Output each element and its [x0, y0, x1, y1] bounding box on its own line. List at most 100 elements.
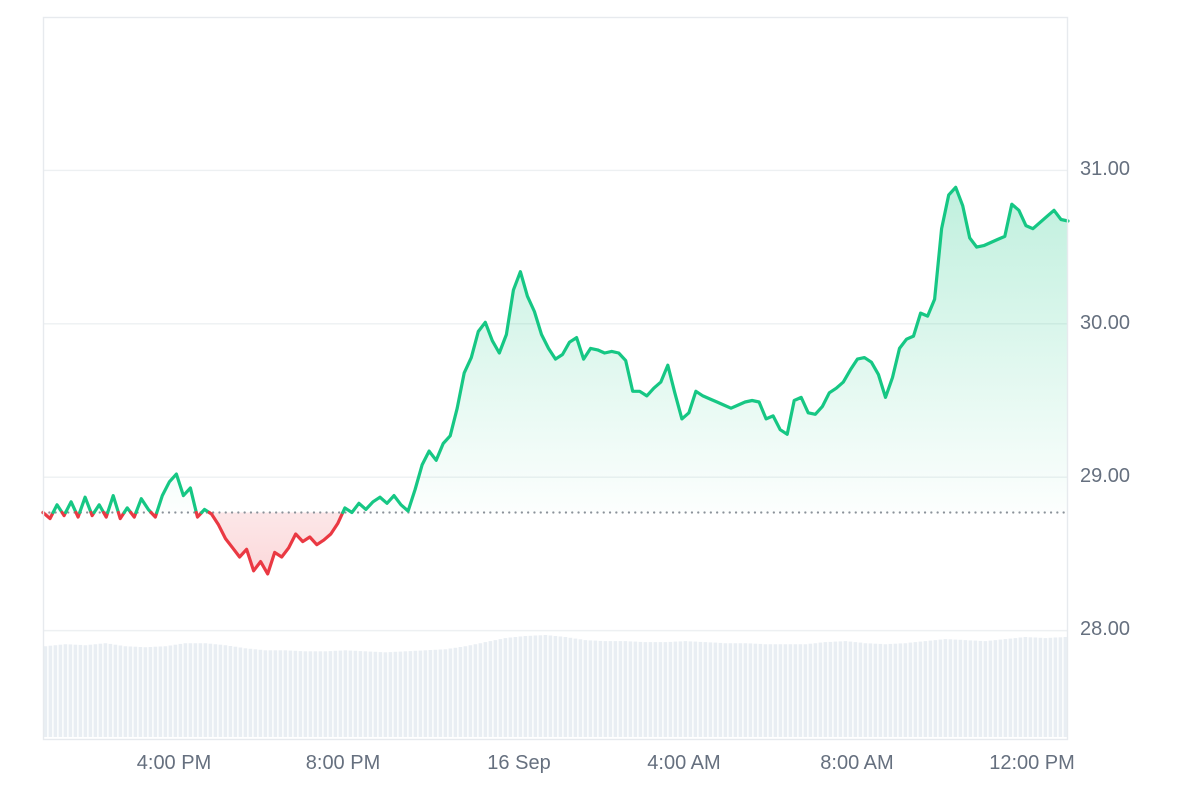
volume-bar	[648, 642, 653, 737]
volume-bar	[598, 640, 603, 737]
volume-bar	[1048, 637, 1053, 737]
volume-bar	[758, 643, 763, 737]
volume-bar	[248, 648, 253, 737]
volume-bar	[538, 635, 543, 737]
volume-bar	[618, 641, 623, 737]
volume-bar	[873, 643, 878, 737]
volume-bar	[123, 646, 128, 737]
volume-bar	[443, 649, 448, 737]
volume-bar	[973, 640, 978, 737]
volume-bar	[253, 649, 258, 737]
y-axis-tick-label: 29.00	[1080, 465, 1131, 487]
volume-bar	[1028, 637, 1033, 737]
volume-bar	[473, 644, 478, 737]
volume-bar	[113, 644, 118, 737]
volume-bar	[438, 649, 443, 737]
volume-bar	[1058, 637, 1063, 737]
volume-bar	[93, 644, 98, 737]
volume-bar	[763, 644, 768, 737]
volume-bar	[908, 642, 913, 737]
volume-bar	[448, 648, 453, 737]
volume-bar	[968, 640, 973, 737]
volume-bar	[1063, 637, 1068, 737]
volume-bar	[953, 639, 958, 737]
volume-bar	[258, 649, 263, 737]
volume-bar	[843, 641, 848, 737]
volume-bar	[273, 650, 278, 737]
volume-bar	[883, 644, 888, 737]
volume-bar	[383, 652, 388, 737]
volume-bar	[478, 643, 483, 737]
volume-bar	[458, 647, 463, 737]
volume-bar	[433, 649, 438, 737]
volume-bar	[533, 635, 538, 737]
volume-bar	[733, 643, 738, 737]
volume-bar	[368, 651, 373, 737]
volume-bar	[608, 641, 613, 737]
volume-bar	[988, 640, 993, 737]
volume-bar	[543, 635, 548, 737]
volume-bar	[218, 644, 223, 737]
volume-bar	[268, 650, 273, 737]
volume-bar	[603, 641, 608, 737]
volume-bar	[48, 645, 53, 737]
volume-bar	[1018, 637, 1023, 737]
volume-bar	[388, 652, 393, 737]
volume-bar	[488, 641, 493, 737]
volume-bar	[868, 643, 873, 737]
volume-bar	[98, 643, 103, 737]
volume-bar	[688, 641, 693, 737]
volume-bar	[228, 646, 233, 737]
volume-bar	[53, 645, 58, 737]
volume-bar	[523, 636, 528, 737]
volume-bar	[903, 643, 908, 737]
volume-bar	[668, 641, 673, 737]
volume-bar	[288, 650, 293, 737]
volume-bar	[503, 638, 508, 737]
volume-bar	[708, 642, 713, 737]
volume-bar	[528, 635, 533, 737]
volume-bar	[198, 643, 203, 737]
volume-bar	[658, 642, 663, 737]
volume-bar	[918, 641, 923, 737]
volume-bar	[493, 640, 498, 737]
volume-bar	[1033, 637, 1038, 737]
volume-bar	[673, 641, 678, 737]
volume-bar	[298, 651, 303, 737]
volume-bar	[738, 643, 743, 737]
volume-bar	[793, 644, 798, 737]
volume-bar	[43, 646, 48, 737]
volume-bars	[43, 635, 1068, 738]
volume-bar	[103, 643, 108, 737]
volume-bar	[558, 636, 563, 737]
volume-bar	[633, 641, 638, 737]
volume-bar	[838, 641, 843, 737]
volume-bar	[848, 641, 853, 737]
volume-bar	[928, 640, 933, 737]
volume-bar	[788, 644, 793, 737]
volume-bar	[308, 651, 313, 737]
volume-bar	[203, 643, 208, 737]
volume-bar	[393, 651, 398, 737]
volume-bar	[78, 644, 83, 737]
volume-bar	[428, 650, 433, 737]
volume-bar	[663, 642, 668, 737]
volume-bar	[453, 647, 458, 738]
volume-bar	[753, 643, 758, 737]
volume-bar	[173, 644, 178, 737]
volume-bar	[858, 642, 863, 737]
volume-bar	[508, 637, 513, 737]
volume-bar	[933, 640, 938, 737]
volume-bar	[483, 642, 488, 737]
volume-bar	[58, 644, 63, 737]
volume-bar	[743, 643, 748, 737]
volume-bar	[638, 641, 643, 737]
volume-bar	[573, 638, 578, 737]
x-axis-tick-label: 8:00 PM	[305, 752, 381, 774]
volume-bar	[243, 648, 248, 737]
volume-bar	[723, 643, 728, 737]
volume-bar	[1038, 637, 1043, 737]
volume-bar	[853, 642, 858, 737]
